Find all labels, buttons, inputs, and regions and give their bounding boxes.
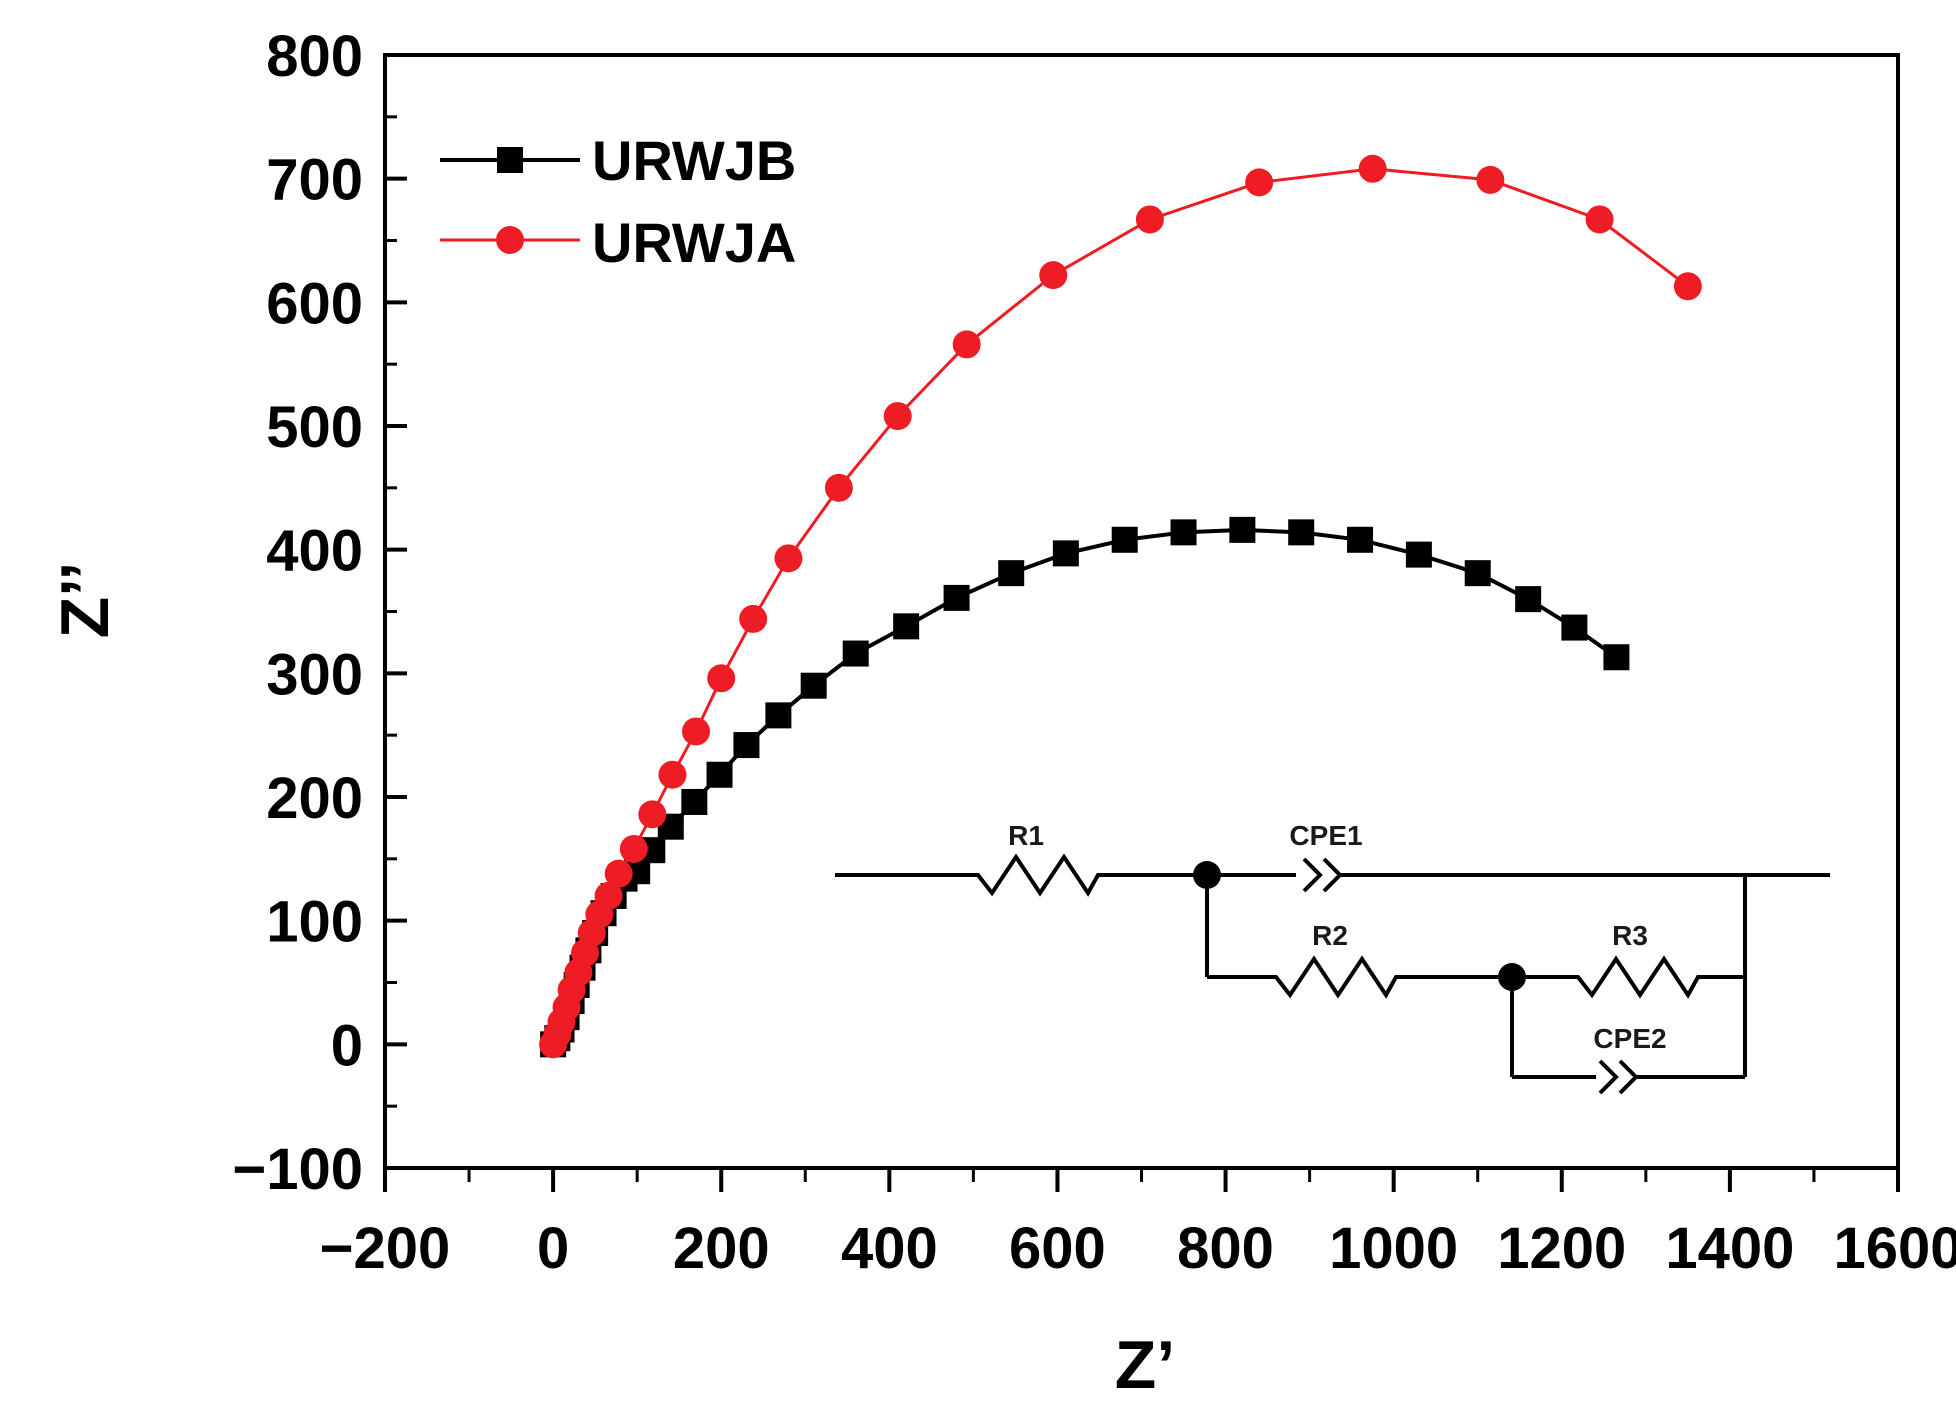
y-tick-label: −100	[232, 1137, 363, 1202]
data-point-urwja	[952, 330, 981, 359]
data-point-urwjb	[800, 672, 827, 699]
data-point-urwjb	[1288, 519, 1315, 546]
cpe1-right-plate	[1322, 857, 1343, 893]
data-point-urwjb	[1603, 644, 1630, 671]
y-tick-label: 800	[266, 24, 363, 89]
legend: URWJB URWJA	[440, 129, 796, 274]
data-point-urwjb	[733, 732, 760, 759]
circuit-label-r1: R1	[1008, 820, 1044, 851]
circuit-label-r3: R3	[1612, 920, 1648, 951]
data-point-urwjb	[842, 640, 869, 667]
y-tick-label: 200	[266, 766, 363, 831]
data-point-urwjb	[1111, 526, 1138, 553]
data-point-urwja	[1245, 168, 1274, 197]
circuit-label-r2: R2	[1312, 920, 1348, 951]
data-point-urwja	[1585, 205, 1614, 234]
data-point-urwjb	[765, 702, 792, 729]
legend-label-urwja: URWJA	[592, 211, 796, 274]
legend-label-urwjb: URWJB	[592, 129, 796, 192]
x-tick-label: 1000	[1329, 1216, 1458, 1281]
legend-marker-urwjb	[497, 147, 523, 173]
data-point-urwja	[1358, 154, 1387, 183]
x-tick-label: 0	[537, 1216, 569, 1281]
data-point-urwjb	[1052, 540, 1079, 567]
data-point-urwjb	[706, 761, 733, 788]
x-axis: −200 0 200 400 600 800 1000 1200 1400 1600	[320, 1168, 1956, 1281]
x-tick-label: 1200	[1497, 1216, 1626, 1281]
data-point-urwjb	[1347, 526, 1374, 553]
x-tick-label: −200	[320, 1216, 451, 1281]
y-tick-label: 0	[331, 1013, 363, 1078]
cpe1-left-plate	[1302, 857, 1323, 893]
data-point-urwja	[619, 834, 648, 863]
data-point-urwja	[707, 664, 736, 693]
circuit-label-cpe1: CPE1	[1289, 820, 1362, 851]
y-tick-label: 600	[266, 271, 363, 336]
data-point-urwja	[1135, 205, 1164, 234]
data-point-urwjb	[943, 584, 970, 611]
data-point-urwja	[604, 859, 633, 888]
r3-resistor	[1560, 955, 1745, 999]
circuit-label-cpe2: CPE2	[1593, 1023, 1666, 1054]
legend-marker-urwja	[496, 226, 524, 254]
data-point-urwja	[739, 604, 768, 633]
data-point-urwjb	[1561, 614, 1588, 641]
x-axis-label: Z’	[1115, 1327, 1175, 1403]
x-tick-label: 800	[1177, 1216, 1274, 1281]
cpe2-right-plate	[1618, 1059, 1639, 1095]
equivalent-circuit-inset	[835, 853, 1830, 1095]
circuit-node	[1498, 963, 1526, 991]
data-point-urwja	[1039, 261, 1068, 290]
x-tick-label: 600	[1009, 1216, 1106, 1281]
x-tick-label: 400	[841, 1216, 938, 1281]
data-point-urwjb	[1229, 516, 1256, 543]
data-point-urwjb	[893, 613, 920, 640]
y-tick-label: 700	[266, 148, 363, 213]
data-point-urwja	[1673, 272, 1702, 301]
data-point-urwjb	[998, 560, 1025, 587]
data-point-urwja	[638, 800, 667, 829]
data-point-urwjb	[681, 788, 708, 815]
data-series	[539, 154, 1702, 1059]
x-tick-label: 200	[673, 1216, 770, 1281]
r2-resistor	[1260, 955, 1405, 999]
y-axis: −100 0 100 200 300 400 500 600 700 800	[232, 24, 407, 1202]
data-point-urwjb	[1405, 541, 1432, 568]
y-tick-label: 500	[266, 395, 363, 460]
data-point-urwjb	[1515, 586, 1542, 613]
circuit-node	[1193, 861, 1221, 889]
data-point-urwja	[682, 717, 711, 746]
y-tick-label: 400	[266, 519, 363, 584]
data-point-urwja	[1476, 165, 1505, 194]
data-point-urwja	[594, 881, 623, 910]
x-tick-label: 1400	[1665, 1216, 1794, 1281]
r1-resistor	[960, 853, 1110, 897]
data-point-urwjb	[1464, 560, 1491, 587]
x-tick-label: 1600	[1833, 1216, 1956, 1281]
data-point-urwja	[824, 473, 853, 502]
data-point-urwja	[883, 402, 912, 431]
y-tick-label: 100	[266, 890, 363, 955]
data-point-urwjb	[1170, 519, 1197, 546]
y-axis-label: Z’’	[47, 562, 123, 639]
data-point-urwja	[774, 544, 803, 573]
data-point-urwja	[658, 760, 687, 789]
y-tick-label: 300	[266, 642, 363, 707]
cpe2-left-plate	[1598, 1059, 1619, 1095]
